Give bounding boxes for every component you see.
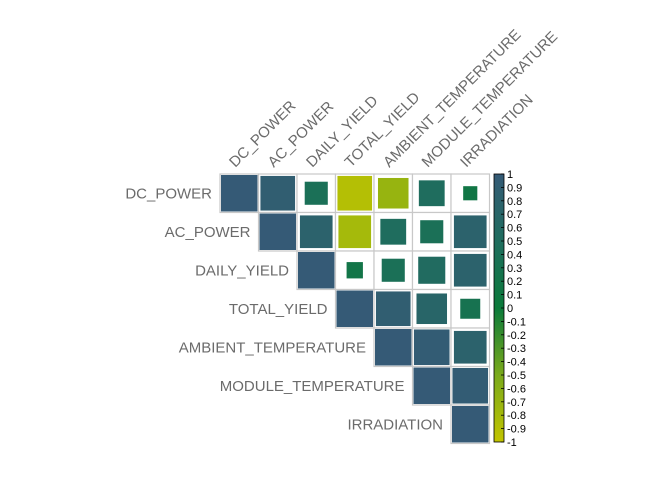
colorbar-tick-label: -0.5 <box>507 370 526 382</box>
heatmap-cell <box>221 175 258 212</box>
colorbar-tick-label: 0.7 <box>507 209 522 221</box>
colorbar-tick-label: -0.3 <box>507 343 526 355</box>
heatmap-cell <box>418 256 446 284</box>
colorbar-tick-label: 0.5 <box>507 236 522 248</box>
row-label: TOTAL_YIELD <box>229 301 328 318</box>
colorbar-tick-label: 1 <box>507 169 513 181</box>
heatmap-cell <box>299 215 333 249</box>
colorbar-tick-label: -0.6 <box>507 383 526 395</box>
heatmap-cell <box>338 215 372 249</box>
row-label: DAILY_YIELD <box>195 262 289 279</box>
row-label: AC_POWER <box>165 224 251 241</box>
row-labels: DC_POWER AC_POWER DAILY_YIELD TOTAL_YIELD AM… <box>125 185 443 433</box>
colorbar-tick-label: 0.3 <box>507 263 522 275</box>
heatmap-cell <box>304 181 328 205</box>
row-label: DC_POWER <box>125 185 212 202</box>
colorbar-tick-label: -0.8 <box>507 410 526 422</box>
heatmap-cell <box>452 406 489 443</box>
row-label: MODULE_TEMPERATURE <box>220 378 405 395</box>
heatmap-cell <box>381 258 405 282</box>
heatmap-cell <box>460 298 481 319</box>
heatmap-cell <box>413 329 450 366</box>
colorbar-tick-label: 0.4 <box>507 249 522 261</box>
heatmap-cell <box>380 218 407 245</box>
colorbar-tick-label: -0.7 <box>507 397 526 409</box>
heatmap-cell <box>260 175 296 211</box>
heatmap-cells <box>219 173 491 445</box>
heatmap-cell <box>413 367 450 404</box>
colorbar-tick-label: 0.1 <box>507 290 522 302</box>
heatmap-cell <box>337 175 373 211</box>
heatmap-cell <box>375 329 412 366</box>
colorbar-tick-label: 0.6 <box>507 223 522 235</box>
heatmap-cell <box>416 293 448 325</box>
heatmap-cell <box>453 253 487 287</box>
row-label: IRRADIATION <box>347 416 443 433</box>
colorbar-tick-label: -0.9 <box>507 424 526 436</box>
heatmap-cell <box>298 252 335 289</box>
heatmap-cell <box>453 215 487 249</box>
colorbar-tick-label: -1 <box>507 437 517 449</box>
column-labels: DC_POWERAC_POWERDAILY_YIELDTOTAL_YIELDAM… <box>226 26 561 170</box>
heatmap-cell <box>420 220 444 244</box>
colorbar: 10.90.80.70.60.50.40.30.20.10-0.1-0.2-0.… <box>493 169 526 449</box>
heatmap-cell <box>453 330 487 364</box>
colorbar-tick-label: 0.9 <box>507 182 522 194</box>
row-label: AMBIENT_TEMPERATURE <box>179 339 366 356</box>
heatmap-cell <box>375 291 411 327</box>
colorbar-tick-label: -0.2 <box>507 330 526 342</box>
heatmap-cell <box>418 180 445 207</box>
colorbar-tick-label: 0 <box>507 303 513 315</box>
colorbar-tick-label: 0.2 <box>507 276 522 288</box>
heatmap-cell <box>463 186 478 201</box>
colorbar-tick-label: 0.8 <box>507 196 522 208</box>
heatmap-cell <box>452 367 489 404</box>
heatmap-cell <box>259 213 296 250</box>
heatmap-cell <box>346 262 363 279</box>
heatmap-cell <box>377 177 409 209</box>
colorbar-tick-label: -0.1 <box>507 316 526 328</box>
heatmap-cell <box>336 290 373 327</box>
colorbar-tick-label: -0.4 <box>507 357 526 369</box>
